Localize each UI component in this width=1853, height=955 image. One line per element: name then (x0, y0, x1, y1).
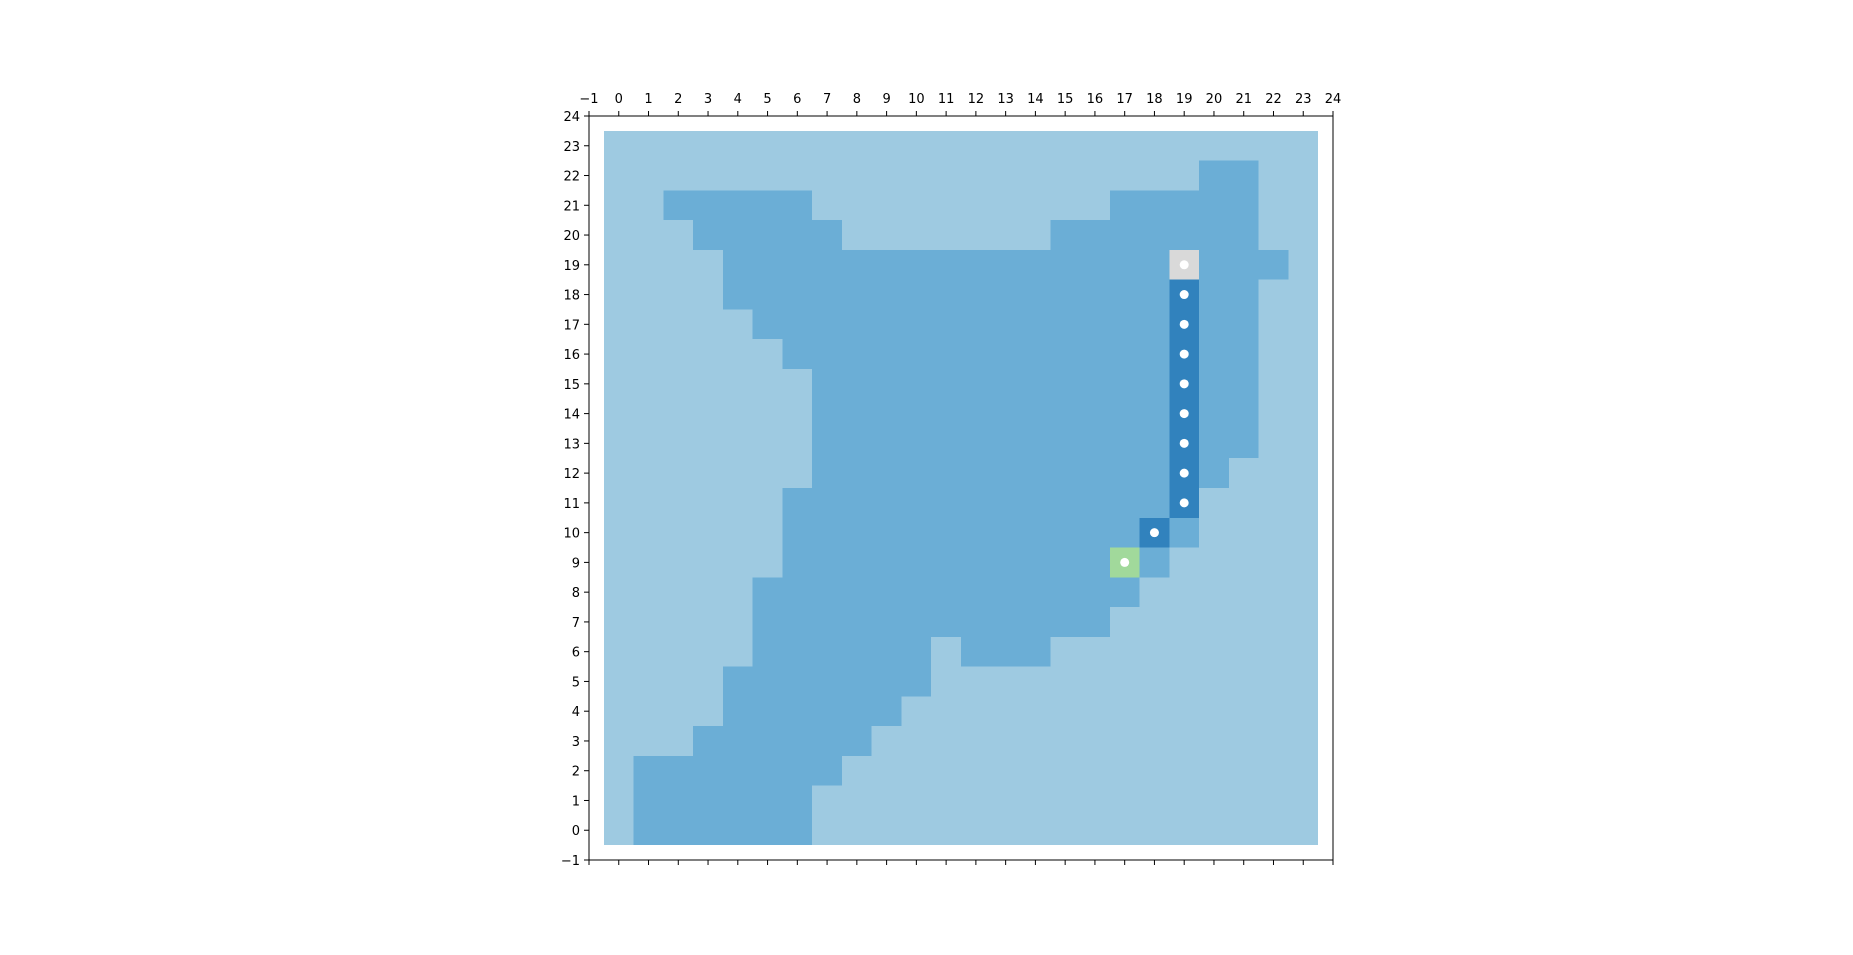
y-tick-label: 0 (572, 824, 580, 839)
x-tick-label: 15 (1057, 92, 1074, 107)
y-tick-label: 22 (563, 170, 580, 185)
region-row (633, 755, 842, 786)
path-marker (1179, 349, 1189, 359)
x-tick-label: 3 (704, 92, 712, 107)
x-tick-label: 12 (968, 92, 985, 107)
marker-layer (1120, 260, 1189, 567)
region-row (812, 458, 1229, 488)
x-tick-label: 23 (1295, 92, 1312, 107)
y-tick-label: 16 (563, 348, 580, 363)
x-tick-label: 14 (1027, 92, 1044, 107)
path-marker (1179, 409, 1189, 419)
x-tick-label: 24 (1325, 92, 1342, 107)
region-row (752, 636, 932, 667)
x-tick-label: 18 (1146, 92, 1163, 107)
y-tick-label: 12 (563, 467, 580, 482)
region-row (1109, 190, 1259, 221)
y-tick-label: 9 (572, 556, 580, 571)
y-tick-label: 1 (572, 794, 580, 809)
region-row (1050, 220, 1259, 250)
y-tick-label: 18 (563, 289, 580, 304)
axes-frame (588, 115, 1334, 861)
y-tick-label: 6 (572, 646, 580, 661)
x-tick-label: 22 (1265, 92, 1282, 107)
y-tick-label: 7 (572, 616, 580, 631)
x-axis-ticks: −1 0 1 2 3 4 5 6 7 8 9 10 11 12 13 14 15 16 17 18 19 20 21 22 23… (579, 92, 1341, 865)
y-tick-label: 8 (572, 586, 580, 601)
path-marker (1179, 379, 1189, 389)
x-tick-label: 17 (1116, 92, 1133, 107)
x-tick-label: 11 (938, 92, 955, 107)
y-tick-label: 5 (572, 675, 580, 690)
y-tick-label: 24 (563, 110, 580, 125)
path-marker (1179, 498, 1189, 508)
region-row (693, 726, 872, 756)
region-row (722, 666, 932, 697)
y-tick-label: 21 (563, 199, 580, 214)
x-tick-label: 20 (1206, 92, 1223, 107)
y-tick-label: 20 (563, 229, 580, 244)
y-tick-label: 17 (563, 318, 580, 333)
path-marker (1120, 557, 1130, 567)
region-row (663, 190, 813, 221)
region-row (782, 517, 1200, 548)
region-row (693, 220, 842, 250)
region-row (633, 815, 813, 846)
x-tick-label: 8 (853, 92, 861, 107)
x-tick-label: −1 (579, 92, 598, 107)
x-tick-label: 16 (1087, 92, 1104, 107)
y-tick-label: 11 (563, 497, 580, 512)
path-marker (1179, 438, 1189, 448)
x-tick-label: 13 (997, 92, 1014, 107)
y-tick-label: 19 (563, 259, 580, 274)
x-tick-label: 5 (763, 92, 771, 107)
y-tick-label: 23 (563, 140, 580, 155)
path-marker (1179, 290, 1189, 300)
y-tick-label: 14 (563, 408, 580, 423)
region-row (722, 249, 1289, 280)
x-tick-label: 7 (823, 92, 831, 107)
y-tick-label: 3 (572, 735, 580, 750)
region-row (722, 696, 902, 727)
y-tick-label: 13 (563, 437, 580, 452)
y-tick-label: 10 (563, 527, 580, 542)
region-row (961, 636, 1051, 667)
x-tick-label: 6 (793, 92, 801, 107)
path-marker (1149, 528, 1159, 538)
y-tick-label: 4 (572, 705, 580, 720)
x-tick-label: 4 (734, 92, 742, 107)
x-tick-label: 1 (644, 92, 652, 107)
x-tick-label: 0 (615, 92, 623, 107)
region-row (633, 785, 813, 816)
path-marker (1179, 319, 1189, 329)
x-tick-label: 9 (882, 92, 890, 107)
path-marker (1179, 260, 1189, 270)
path-marker (1179, 468, 1189, 478)
region-row (782, 547, 1170, 578)
y-tick-label: 2 (572, 765, 580, 780)
x-tick-label: 10 (908, 92, 925, 107)
x-tick-label: 21 (1235, 92, 1252, 107)
y-axis-ticks: −101234567891011121314151617181920212223… (561, 110, 589, 869)
region-row (752, 607, 1110, 637)
y-tick-label: −1 (561, 854, 580, 869)
y-tick-label: 15 (563, 378, 580, 393)
region-row (1199, 160, 1259, 191)
x-tick-label: 19 (1176, 92, 1193, 107)
region-row (782, 488, 1200, 518)
x-tick-label: 2 (674, 92, 682, 107)
region-row (752, 577, 1140, 608)
